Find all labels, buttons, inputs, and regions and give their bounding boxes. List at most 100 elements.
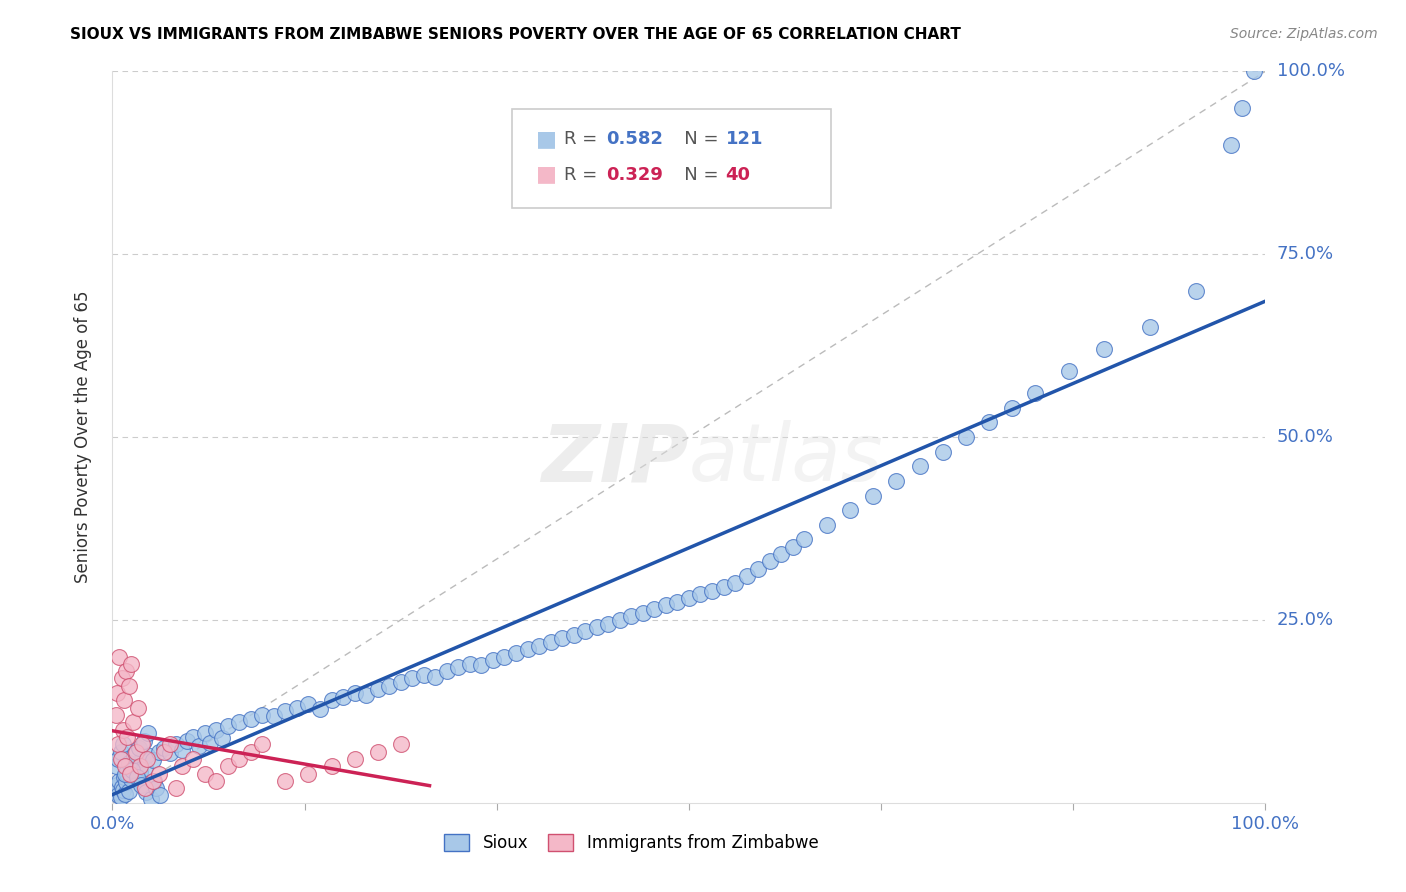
Point	[139, 792, 162, 806]
Text: ZIP: ZIP	[541, 420, 689, 498]
Text: Source: ZipAtlas.com: Source: ZipAtlas.com	[1230, 27, 1378, 41]
Point	[793, 533, 815, 547]
Text: N =: N =	[666, 130, 724, 148]
Point	[149, 789, 172, 803]
Point	[931, 444, 953, 458]
Point	[127, 700, 149, 714]
Point	[297, 766, 319, 780]
Point	[643, 602, 665, 616]
Point	[1219, 137, 1241, 152]
Point	[1059, 364, 1081, 378]
Point	[117, 730, 139, 744]
Point	[412, 667, 434, 681]
Text: SIOUX VS IMMIGRANTS FROM ZIMBABWE SENIORS POVERTY OVER THE AGE OF 65 CORRELATION: SIOUX VS IMMIGRANTS FROM ZIMBABWE SENIOR…	[70, 27, 962, 42]
Text: ■: ■	[536, 165, 557, 185]
Text: 75.0%: 75.0%	[1277, 245, 1334, 263]
Point	[378, 679, 401, 693]
Y-axis label: Seniors Poverty Over the Age of 65: Seniors Poverty Over the Age of 65	[73, 291, 91, 583]
Point	[170, 743, 193, 757]
Point	[758, 554, 780, 568]
Point	[111, 780, 134, 794]
Point	[585, 620, 607, 634]
Text: 100.0%: 100.0%	[1277, 62, 1346, 80]
Point	[815, 517, 838, 532]
Point	[205, 773, 228, 788]
Point	[159, 737, 181, 751]
Point	[111, 782, 134, 797]
Point	[124, 745, 146, 759]
Point	[107, 789, 129, 803]
Point	[516, 642, 538, 657]
Point	[114, 759, 136, 773]
Point	[142, 753, 165, 767]
Point	[274, 773, 297, 788]
Point	[1185, 284, 1208, 298]
Point	[118, 763, 141, 777]
Point	[165, 737, 187, 751]
Point	[194, 726, 217, 740]
Point	[458, 657, 481, 671]
Point	[354, 688, 377, 702]
Point	[217, 759, 239, 773]
Point	[188, 739, 211, 753]
Point	[228, 752, 250, 766]
Point	[367, 682, 389, 697]
Point	[124, 768, 146, 782]
Point	[239, 712, 262, 726]
Point	[153, 745, 176, 759]
Point	[678, 591, 700, 605]
Point	[955, 430, 977, 444]
Point	[367, 745, 389, 759]
Point	[110, 789, 132, 804]
Point	[129, 759, 152, 773]
Point	[447, 660, 470, 674]
Point	[574, 624, 596, 638]
Point	[111, 737, 134, 751]
Point	[117, 784, 139, 798]
Point	[104, 785, 127, 799]
Point	[1092, 343, 1115, 357]
Point	[263, 709, 285, 723]
Point	[128, 740, 150, 755]
Point	[770, 547, 793, 561]
Point	[114, 787, 136, 801]
Point	[121, 763, 143, 777]
Text: 25.0%: 25.0%	[1277, 611, 1334, 629]
Point	[782, 540, 804, 554]
Point	[153, 740, 176, 755]
Point	[274, 705, 297, 719]
Point	[631, 606, 654, 620]
Point	[110, 745, 132, 759]
Point	[159, 746, 181, 760]
Point	[747, 562, 769, 576]
Point	[1232, 101, 1254, 115]
Point	[200, 736, 222, 750]
Point	[176, 733, 198, 747]
Point	[482, 653, 505, 667]
Point	[1243, 64, 1265, 78]
Text: 0.329: 0.329	[606, 166, 664, 184]
Point	[239, 745, 262, 759]
Point	[104, 708, 127, 723]
Point	[131, 752, 153, 766]
Point	[551, 632, 574, 646]
Point	[194, 766, 217, 780]
Point	[862, 489, 884, 503]
Point	[108, 649, 131, 664]
Point	[1024, 386, 1046, 401]
Point	[107, 752, 129, 766]
Point	[114, 766, 136, 780]
Point	[735, 569, 758, 583]
Point	[125, 770, 148, 784]
Point	[136, 726, 159, 740]
Point	[700, 583, 723, 598]
Point	[839, 503, 862, 517]
Point	[111, 723, 134, 737]
Point	[321, 759, 343, 773]
Point	[713, 580, 735, 594]
Point	[181, 730, 204, 744]
Point	[129, 765, 152, 780]
Text: N =: N =	[666, 166, 724, 184]
Point	[115, 664, 138, 678]
Point	[104, 759, 127, 773]
